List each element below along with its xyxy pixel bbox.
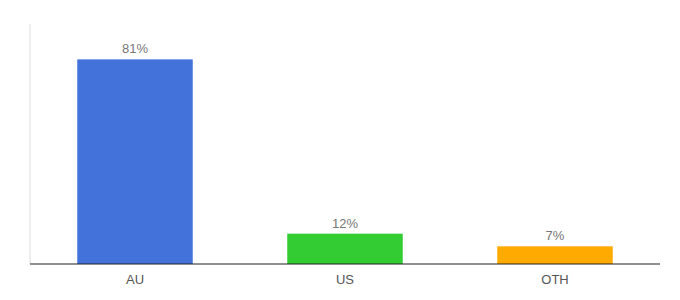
x-tick-label: US bbox=[336, 272, 354, 287]
bar bbox=[287, 234, 403, 264]
bar bbox=[77, 59, 193, 264]
x-axis-line bbox=[30, 263, 660, 264]
x-tick-label: AU bbox=[126, 272, 144, 287]
x-tick-label: OTH bbox=[541, 272, 568, 287]
data-label: 81% bbox=[122, 41, 148, 56]
data-label: 7% bbox=[546, 228, 565, 243]
data-label: 12% bbox=[332, 216, 358, 231]
bar bbox=[497, 246, 613, 264]
chart-svg: 81% 12% 7% AU US OTH bbox=[0, 0, 680, 300]
y-axis-line bbox=[30, 24, 31, 264]
chart-container: 81% 12% 7% AU US OTH bbox=[0, 0, 680, 300]
bars bbox=[77, 59, 613, 264]
